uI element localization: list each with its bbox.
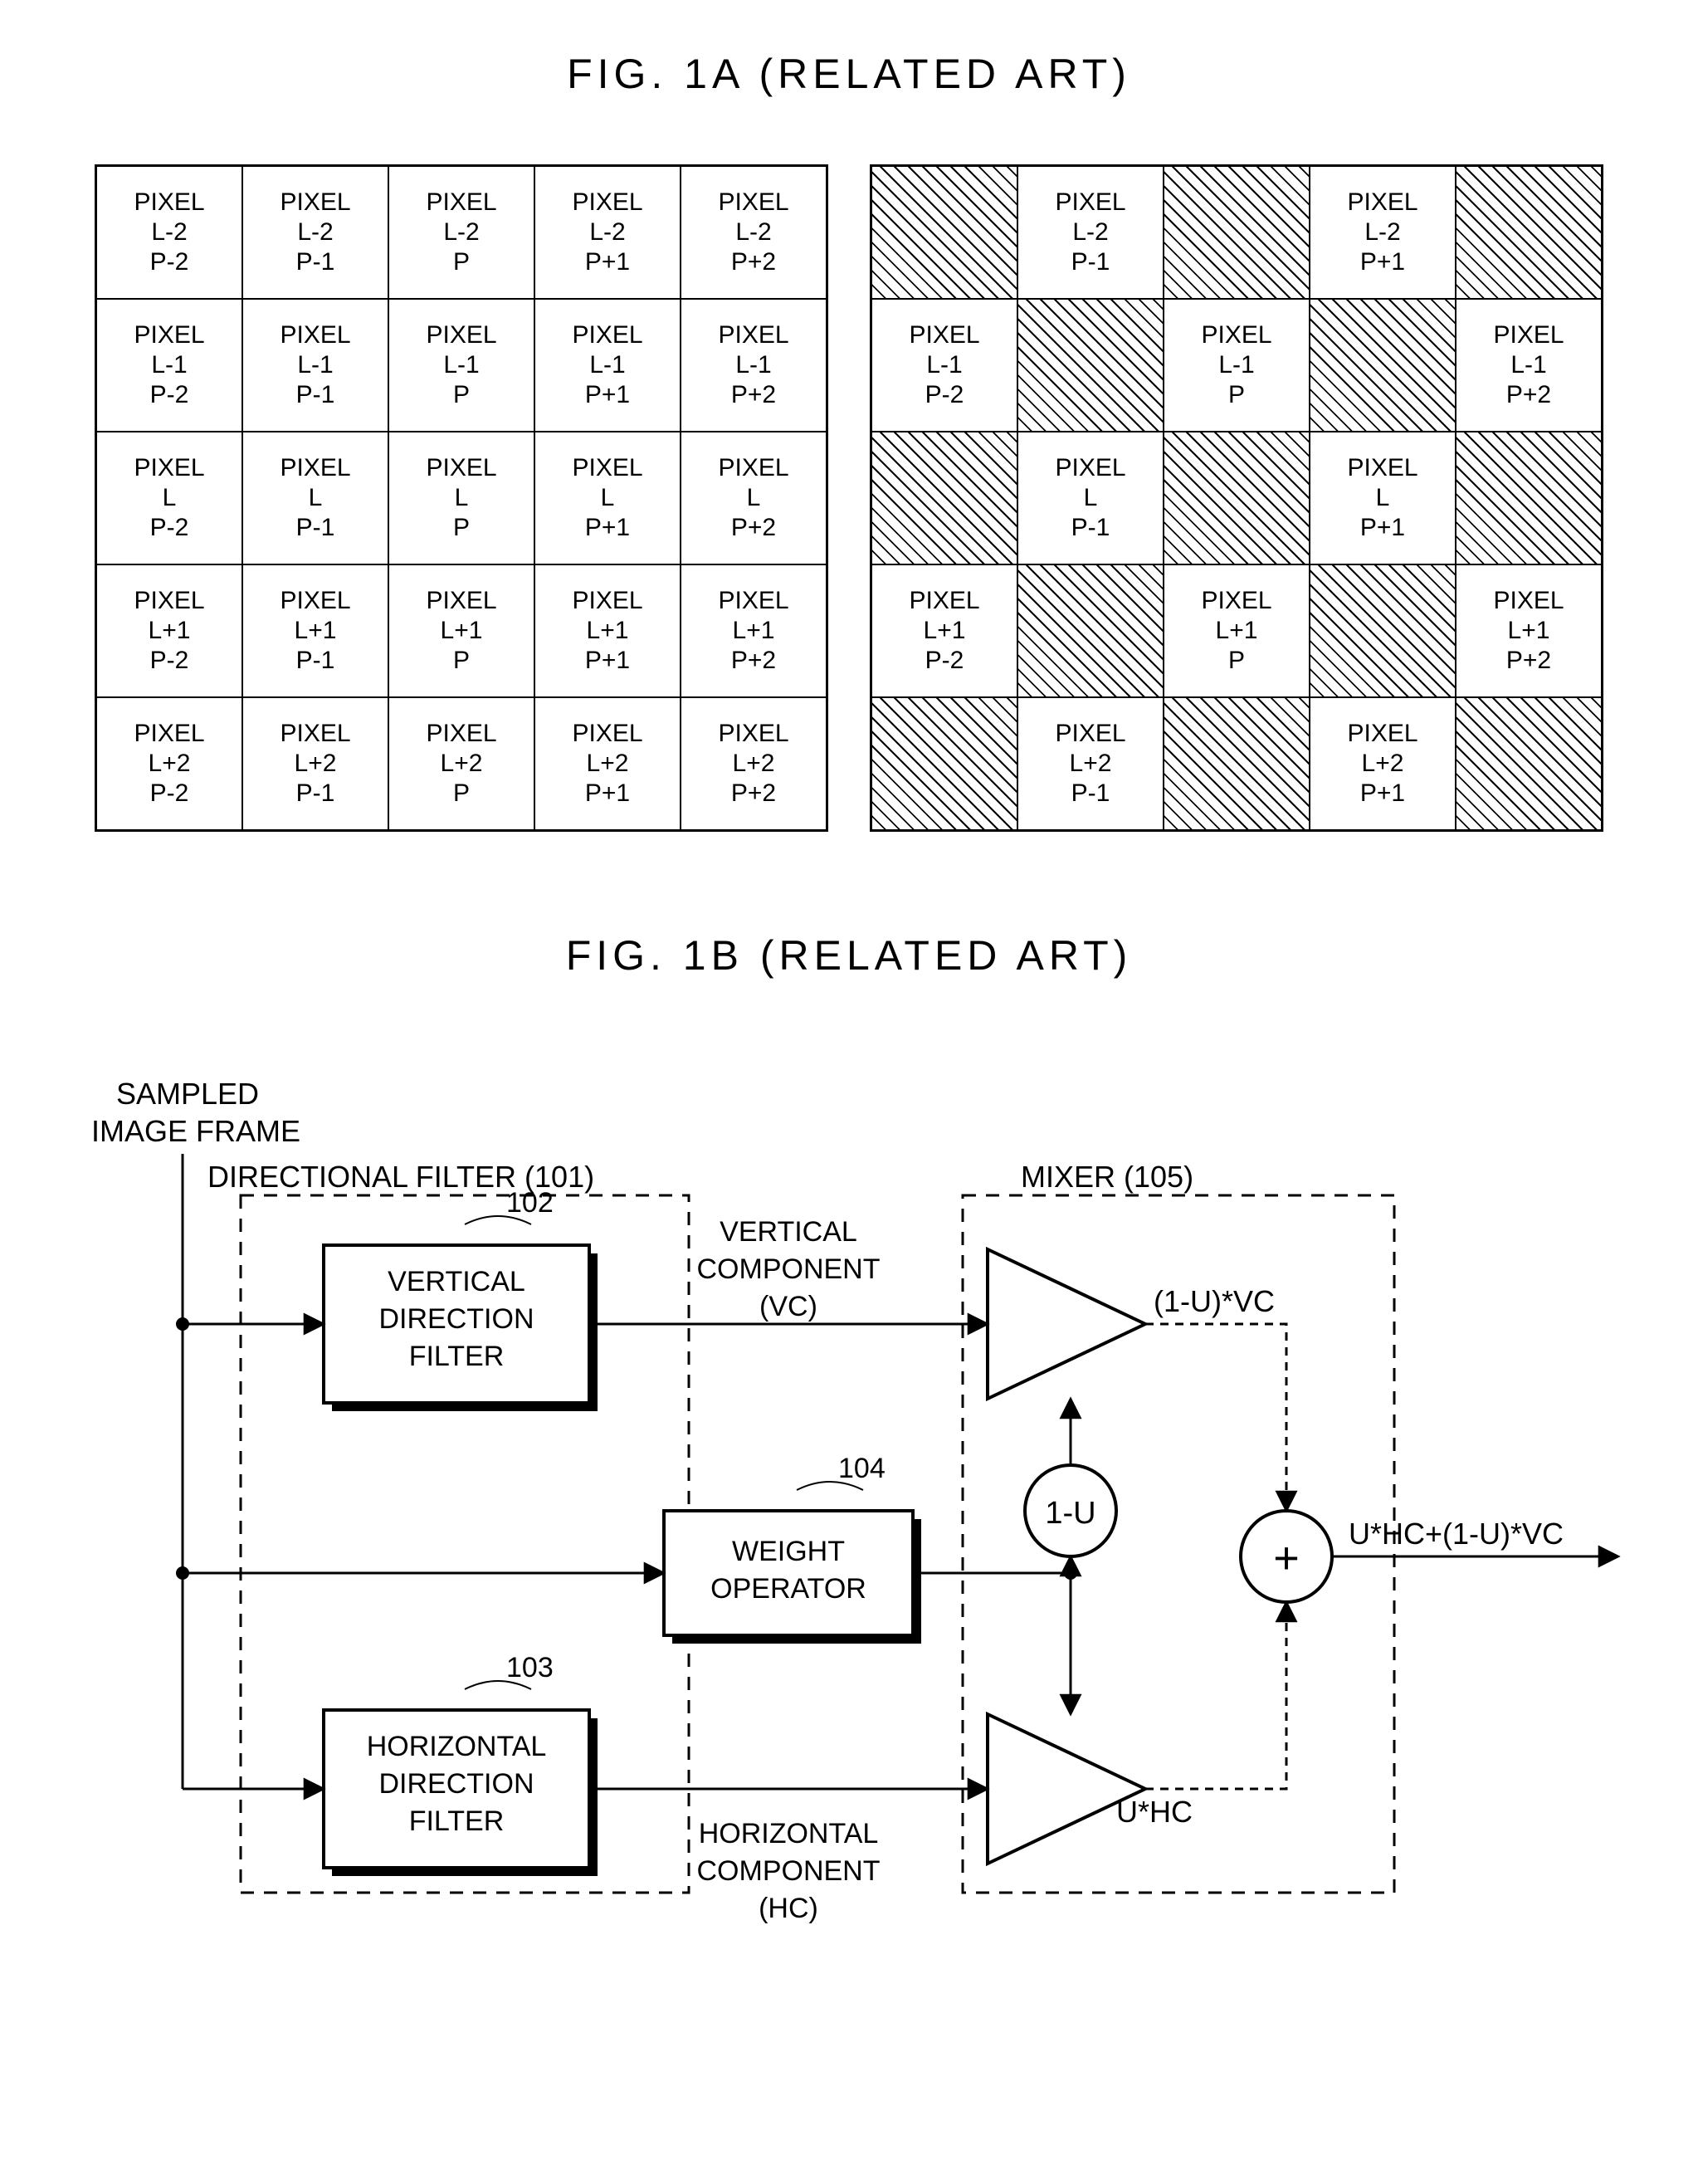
plus-label: + [1273,1533,1300,1583]
pixel-cell [1017,564,1164,697]
weight-line2: OPERATOR [710,1573,866,1605]
pixel-grid-left: PIXELL-2P-2PIXELL-2P-1PIXELL-2PPIXELL-2P… [95,164,828,832]
pixel-cell [1164,432,1310,564]
label-sampled-1: SAMPLED [116,1077,259,1111]
pixel-cell: PIXELL-1P+2 [681,299,827,432]
pixel-cell [1164,166,1310,299]
label-output: U*HC+(1-U)*VC [1349,1517,1564,1551]
pixel-cell: PIXELL-1P+1 [534,299,681,432]
amp-top [988,1249,1145,1399]
pixel-cell: PIXELL-1P-2 [871,299,1017,432]
pixel-cell: PIXELL-2P+2 [681,166,827,299]
pixel-cell: PIXELL+2P-1 [1017,697,1164,830]
pixel-cell: PIXELLP-1 [242,432,388,564]
pixel-cell: PIXELL+1P-2 [871,564,1017,697]
hc-line2: COMPONENT [697,1855,881,1887]
pixel-cell: PIXELL+2P [388,697,534,830]
wire-ampbot-to-plus [1145,1602,1286,1789]
pixel-cell: PIXELL+2P+1 [1310,697,1456,830]
pixel-cell: PIXELL-2P [388,166,534,299]
pixel-cell [1164,697,1310,830]
ref103-label: 103 [506,1652,554,1683]
pixel-cell [871,697,1017,830]
pixel-cell: PIXELL+1P+2 [1456,564,1602,697]
pixel-cell: PIXELL+1P [1164,564,1310,697]
pixel-cell: PIXELL+2P+2 [681,697,827,830]
wire-amptop-to-plus [1145,1324,1286,1511]
pixel-cell [1456,432,1602,564]
vfilter-line3: FILTER [409,1341,505,1372]
pixel-cell: PIXELL+2P-1 [242,697,388,830]
label-out-bot: U*HC [1116,1795,1193,1829]
label-out-top: (1-U)*VC [1154,1284,1275,1318]
pixel-cell: PIXELL-1P [1164,299,1310,432]
pixel-cell: PIXELL-1P+2 [1456,299,1602,432]
one-minus-u-label: 1-U [1045,1496,1095,1531]
hc-line1: HORIZONTAL [699,1818,879,1849]
vfilter-line1: VERTICAL [388,1266,525,1297]
hc-line3: (HC) [759,1893,818,1924]
ref104-label: 104 [838,1453,886,1484]
hfilter-line3: FILTER [409,1805,505,1837]
pixel-cell: PIXELL+2P+1 [534,697,681,830]
pixel-cell: PIXELL+1P+1 [534,564,681,697]
pixel-cell: PIXELL+1P-1 [242,564,388,697]
pixel-cell: PIXELLP+1 [1310,432,1456,564]
pixel-cell [871,432,1017,564]
vfilter-line2: DIRECTION [379,1303,534,1335]
pixel-cell: PIXELL-1P-2 [96,299,242,432]
vc-line1: VERTICAL [720,1216,857,1248]
pixel-cell: PIXELL-2P-1 [242,166,388,299]
pixel-cell [1456,166,1602,299]
fig1a-title: FIG. 1A (RELATED ART) [66,50,1632,98]
vc-line2: COMPONENT [697,1253,881,1285]
hfilter-line1: HORIZONTAL [367,1731,547,1762]
vc-line3: (VC) [759,1291,817,1322]
pixel-cell: PIXELLP+2 [681,432,827,564]
label-sampled-2: IMAGE FRAME [91,1114,300,1148]
fig1b-title: FIG. 1B (RELATED ART) [66,931,1632,980]
pixel-cell: PIXELLP-1 [1017,432,1164,564]
ref102-label: 102 [506,1187,554,1219]
pixel-cell: PIXELLP [388,432,534,564]
pixel-cell: PIXELL-1P-1 [242,299,388,432]
pixel-cell [871,166,1017,299]
amp-bot [988,1714,1145,1864]
pixel-cell: PIXELL-2P+1 [534,166,681,299]
pixel-cell: PIXELL-2P+1 [1310,166,1456,299]
label-mixer: MIXER (105) [1021,1160,1193,1194]
hfilter-line2: DIRECTION [379,1768,534,1800]
pixel-cell: PIXELL+2P-2 [96,697,242,830]
pixel-cell [1456,697,1602,830]
fig1b-diagram: SAMPLED IMAGE FRAME DIRECTIONAL FILTER (… [66,1046,1627,1959]
pixel-cell: PIXELL-2P-1 [1017,166,1164,299]
pixel-cell: PIXELLP+1 [534,432,681,564]
pixel-grid-right: PIXELL-2P-1 PIXELL-2P+1 PIXELL-1P-2 PIXELL-… [870,164,1603,832]
weight-line1: WEIGHT [732,1536,845,1567]
pixel-cell: PIXELLP-2 [96,432,242,564]
pixel-cell [1310,564,1456,697]
pixel-cell [1310,299,1456,432]
pixel-cell: PIXELL+1P+2 [681,564,827,697]
pixel-cell: PIXELL+1P-2 [96,564,242,697]
pixel-cell: PIXELL-2P-2 [96,166,242,299]
fig1a-container: PIXELL-2P-2PIXELL-2P-1PIXELL-2PPIXELL-2P… [66,164,1632,832]
pixel-cell [1017,299,1164,432]
pixel-cell: PIXELL+1P [388,564,534,697]
pixel-cell: PIXELL-1P [388,299,534,432]
